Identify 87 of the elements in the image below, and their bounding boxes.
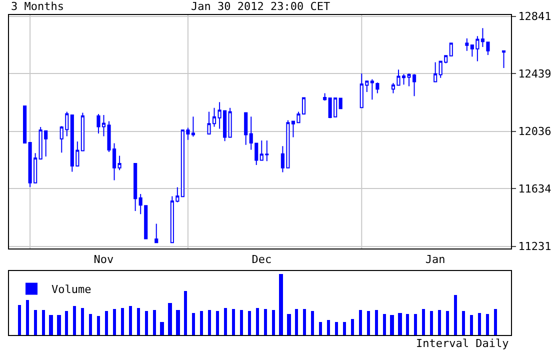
bar	[160, 322, 164, 335]
bar	[343, 322, 346, 335]
y-tick-label: 12841	[518, 10, 552, 24]
bar	[438, 310, 441, 335]
bar	[351, 319, 354, 335]
bar	[176, 310, 180, 335]
bar	[224, 308, 227, 335]
bar	[232, 309, 235, 335]
text: Interval Daily	[416, 337, 510, 350]
bar	[287, 314, 291, 335]
x-tick-label: Jan	[425, 252, 446, 266]
bar	[42, 310, 45, 335]
bar	[200, 311, 203, 335]
bar	[367, 311, 370, 335]
legend-label: Volume	[52, 282, 92, 296]
bar	[73, 306, 76, 335]
candlestick	[134, 162, 138, 212]
bar	[153, 310, 156, 335]
bar	[398, 313, 402, 335]
bar	[208, 310, 211, 335]
y-tick-label: 11231	[518, 240, 552, 254]
candlestick	[80, 112, 84, 152]
candlestick	[434, 62, 438, 82]
bar	[89, 314, 92, 335]
y-tick-label: 12439	[518, 68, 552, 81]
candlestick	[376, 82, 380, 94]
bar	[168, 303, 172, 335]
bar	[327, 320, 330, 335]
bar	[470, 315, 473, 335]
bar	[272, 310, 275, 335]
bar	[414, 314, 417, 335]
bar	[359, 310, 362, 335]
bar	[81, 308, 84, 335]
bar	[264, 309, 267, 335]
bar	[216, 311, 219, 335]
chart-subtitle: Jan 30 2012 23:00 CET	[191, 0, 330, 13]
bar	[375, 310, 378, 335]
bar	[486, 314, 489, 335]
bar	[192, 313, 195, 335]
bar	[422, 309, 425, 335]
y-tick-label: 12036	[518, 125, 552, 138]
y-tick-label: 11634	[518, 182, 552, 196]
bar	[319, 322, 322, 335]
bar	[65, 311, 68, 335]
candlestick	[502, 50, 506, 69]
bar	[303, 309, 306, 335]
bar	[494, 309, 497, 335]
candlestick	[244, 112, 248, 146]
bar	[129, 306, 132, 335]
bar	[113, 309, 116, 335]
bar	[279, 274, 283, 335]
bar	[145, 311, 148, 335]
bar	[430, 311, 433, 335]
bar	[26, 300, 29, 335]
bar	[248, 311, 251, 335]
bar	[406, 314, 409, 335]
candlestick	[154, 223, 158, 244]
bar	[121, 308, 124, 335]
bar	[18, 305, 21, 335]
bar	[57, 315, 61, 335]
candlestick	[23, 106, 27, 144]
bar	[97, 316, 100, 335]
bar	[446, 311, 449, 335]
candlestick	[323, 92, 327, 102]
bar	[49, 315, 53, 335]
bar	[105, 311, 108, 335]
bar	[454, 295, 457, 335]
bar	[295, 309, 298, 335]
x-tick-label: Dec	[252, 252, 272, 266]
bar	[34, 310, 37, 335]
candlestick	[449, 42, 453, 56]
bar	[390, 315, 394, 335]
candlestick	[228, 107, 232, 138]
x-tick-label: Nov	[94, 252, 114, 266]
bar	[478, 313, 481, 335]
bar	[256, 308, 259, 335]
candlestick	[465, 38, 469, 52]
bar	[184, 291, 187, 335]
bar	[462, 311, 465, 335]
bar	[311, 311, 314, 335]
chart-title: 3 Months	[11, 0, 64, 13]
bar	[137, 308, 140, 335]
bar	[240, 310, 243, 335]
bar	[335, 322, 338, 335]
candlestick	[370, 78, 374, 100]
candlestick	[338, 98, 342, 110]
bar	[383, 314, 386, 335]
